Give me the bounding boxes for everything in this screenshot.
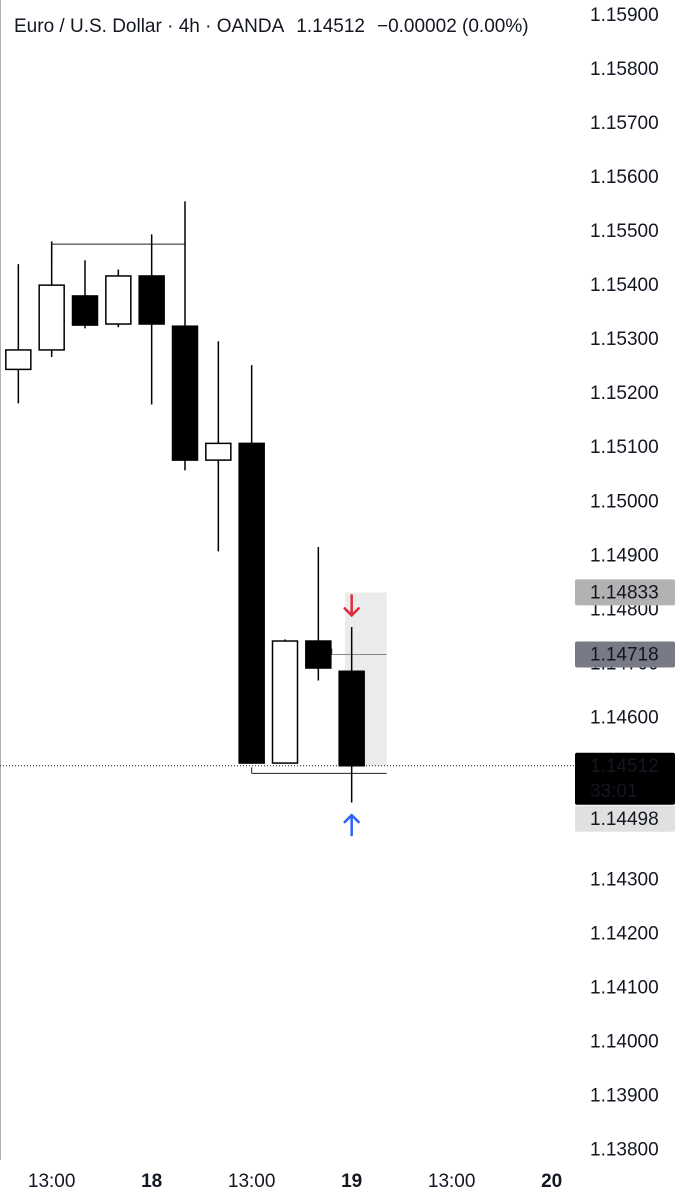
y-tick-label: 1.14900 [590, 545, 659, 566]
candle-body [205, 442, 232, 461]
candle-body [138, 275, 165, 325]
y-tick-label: 1.14100 [590, 977, 659, 998]
y-tick-label: 1.15300 [590, 329, 659, 350]
y-tick-label: 1.15900 [590, 5, 659, 26]
price-label: 1.14498 [590, 809, 659, 830]
price-label: 1.14512 [590, 756, 659, 777]
x-tick-label: 13:00 [228, 1171, 276, 1192]
y-tick-label: 1.14200 [590, 923, 659, 944]
y-tick-label: 1.15500 [590, 221, 659, 242]
candle-body [238, 442, 265, 764]
x-tick-label: 19 [341, 1171, 362, 1192]
price-label-box [575, 752, 675, 805]
y-tick-label: 1.13900 [590, 1085, 659, 1106]
candle-body [105, 275, 132, 325]
last-price: 1.14512 [296, 16, 365, 37]
price-label-box [575, 805, 675, 832]
x-tick-label: 13:00 [28, 1171, 76, 1192]
y-tick-label: 1.14000 [590, 1031, 659, 1052]
y-tick-label: 1.15200 [590, 383, 659, 404]
x-tick-label: 20 [541, 1171, 562, 1192]
y-tick-label: 1.15800 [590, 59, 659, 80]
x-tick-label: 18 [141, 1171, 162, 1192]
y-tick-label: 1.13800 [590, 1139, 659, 1160]
price-change: −0.00002 (0.00%) [377, 16, 529, 37]
candle-body [271, 640, 299, 764]
y-tick-label: 1.15600 [590, 167, 659, 188]
candle-body [71, 295, 99, 326]
arrow-marker [343, 813, 360, 837]
arrow-shape [343, 594, 360, 618]
countdown: 33:01 [590, 781, 638, 802]
candle-body [38, 284, 65, 351]
arrow-shape [343, 813, 360, 837]
y-tick-label: 1.14600 [590, 707, 659, 728]
candle-body [5, 349, 32, 371]
symbol-title: Euro / U.S. Dollar · 4h · OANDA [14, 16, 285, 37]
price-label: 1.14833 [590, 582, 659, 603]
x-tick-label: 13:00 [428, 1171, 476, 1192]
y-tick-label: 1.15400 [590, 275, 659, 296]
candle-body [305, 640, 332, 669]
price-label: 1.14718 [590, 645, 659, 666]
arrow-marker [343, 594, 360, 618]
y-tick-label: 1.15100 [590, 437, 659, 458]
price-label-box [575, 579, 675, 606]
header: Euro / U.S. Dollar · 4h · OANDA 1.14512 −0… [14, 16, 529, 37]
candle-body [338, 670, 365, 767]
y-tick-label: 1.15000 [590, 491, 659, 512]
candle-body [171, 325, 199, 461]
y-tick-label: 1.14300 [590, 869, 659, 890]
price-label-box [575, 641, 675, 668]
y-tick-label: 1.15700 [590, 113, 659, 134]
